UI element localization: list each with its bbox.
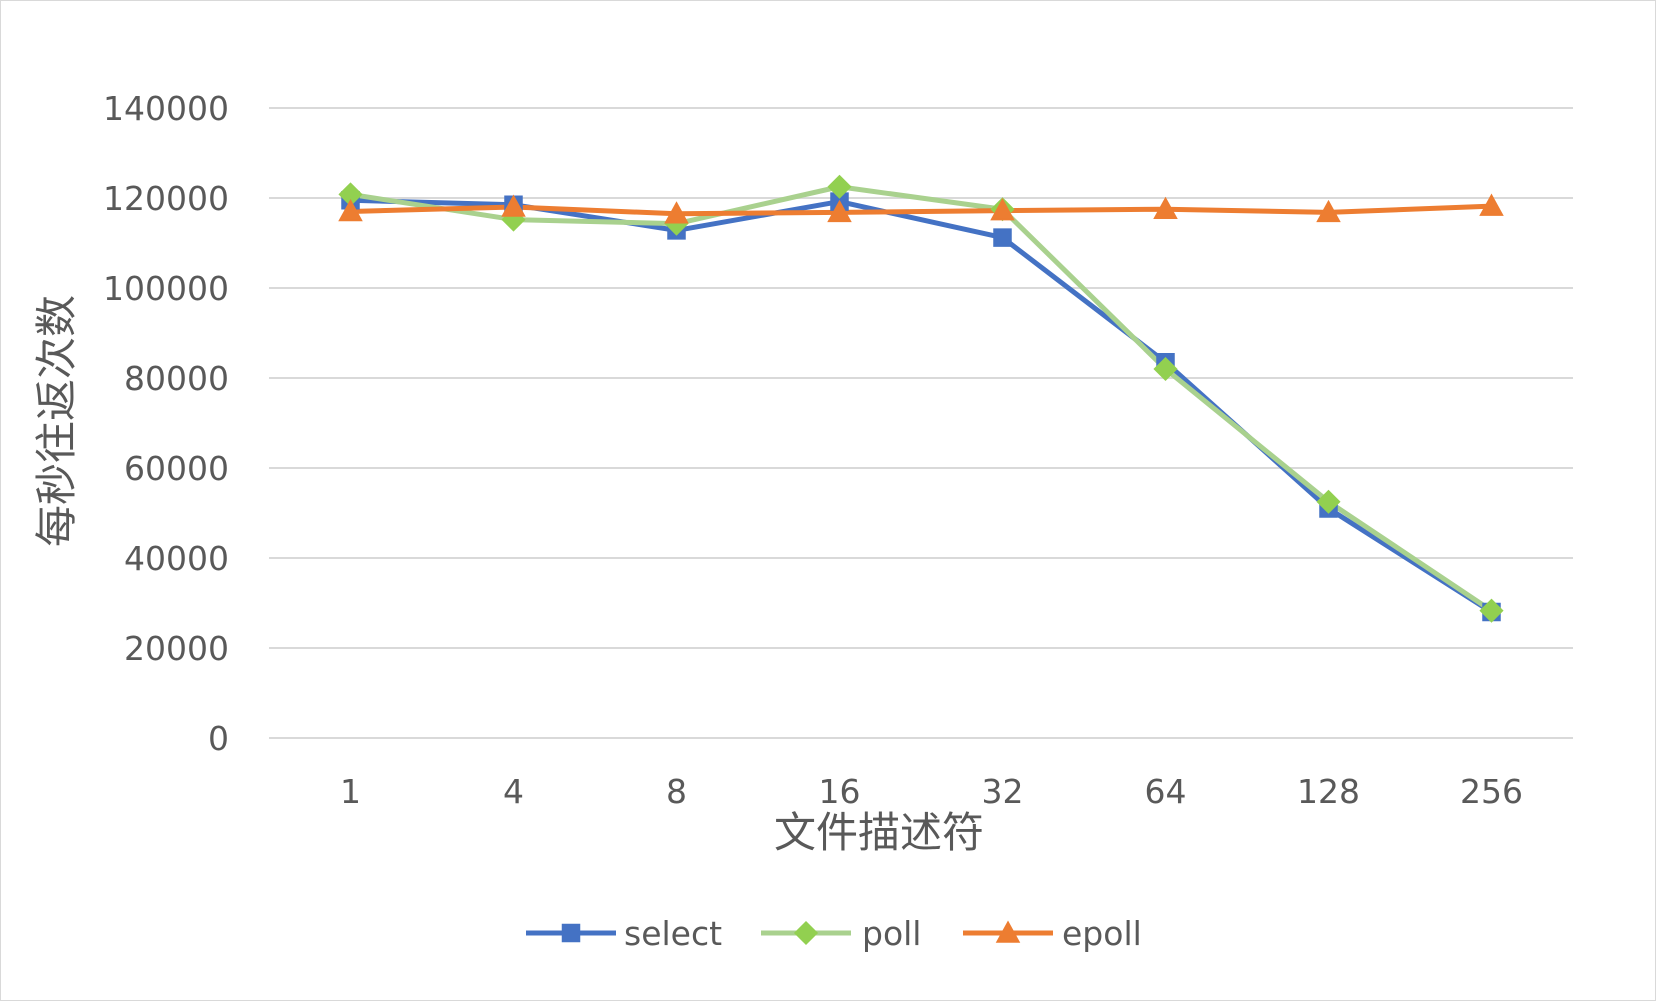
data-point-epoll [827, 199, 852, 223]
legend-item-epoll: epoll [963, 914, 1142, 953]
legend: select poll epoll [526, 914, 1142, 953]
x-tick-label: 8 [666, 772, 687, 811]
x-tick-label: 128 [1297, 772, 1360, 811]
data-point-poll [1316, 489, 1341, 514]
data-point-epoll [990, 198, 1015, 221]
legend-item-select: select [526, 914, 722, 953]
x-tick-labels: 1 4 8 16 32 64 128 256 [340, 772, 1523, 811]
data-point-select [993, 228, 1012, 247]
legend-label: poll [862, 914, 921, 953]
y-tick-label: 140000 [103, 89, 229, 128]
x-tick-label: 64 [1145, 772, 1187, 811]
x-tick-label: 4 [503, 772, 524, 811]
y-tick-label: 60000 [124, 449, 229, 488]
series-line-poll [348, 184, 1494, 614]
y-tick-label: 40000 [124, 539, 229, 578]
data-point-epoll [664, 201, 689, 224]
data-point-epoll [501, 194, 526, 217]
data-point-epoll [338, 198, 363, 222]
series-lines [348, 184, 1494, 615]
x-tick-label: 32 [982, 772, 1024, 811]
data-point-epoll [1479, 193, 1504, 216]
data-point-poll [1153, 356, 1178, 382]
y-tick-label: 20000 [124, 629, 229, 668]
y-tick-label: 100000 [103, 269, 229, 308]
data-point-poll [1479, 598, 1504, 623]
x-tick-label: 16 [819, 772, 861, 811]
data-point-epoll [1153, 196, 1178, 219]
x-tick-label: 1 [340, 772, 361, 811]
y-tick-labels: 0 20000 40000 60000 80000 100000 120000 140000 [103, 89, 229, 758]
data-point-epoll [1316, 199, 1341, 223]
x-tick-label: 256 [1460, 772, 1523, 811]
series-line-epoll [348, 203, 1494, 217]
data-point-poll [827, 174, 852, 199]
legend-swatch-marker [793, 920, 819, 946]
legend-item-poll: poll [761, 914, 921, 953]
legend-label: epoll [1062, 914, 1142, 953]
y-tick-label: 80000 [124, 359, 229, 398]
legend-label: select [624, 914, 722, 953]
legend-swatch-marker [561, 923, 581, 943]
gridlines [269, 107, 1573, 739]
series-line-select [348, 197, 1494, 615]
y-tick-label: 120000 [103, 179, 229, 218]
legend-swatch-marker [995, 920, 1021, 943]
y-axis-title: 每秒往返次数 [32, 295, 81, 547]
y-tick-label: 0 [208, 719, 229, 758]
x-axis-title: 文件描述符 [774, 808, 984, 857]
series-markers [338, 174, 1504, 623]
